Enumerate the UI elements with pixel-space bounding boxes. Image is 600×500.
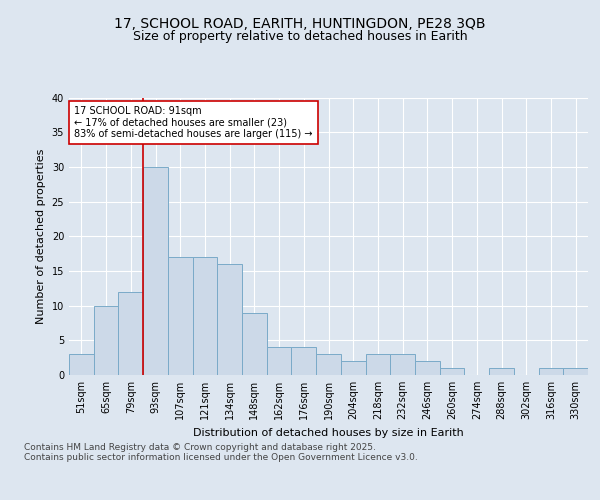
Bar [168, 257, 193, 375]
Text: 17 SCHOOL ROAD: 91sqm
← 17% of detached houses are smaller (23)
83% of semi-deta: 17 SCHOOL ROAD: 91sqm ← 17% of detached … [74, 106, 313, 139]
Bar [242, 312, 267, 375]
Bar [539, 368, 563, 375]
Bar [217, 264, 242, 375]
Text: Contains HM Land Registry data © Crown copyright and database right 2025.
Contai: Contains HM Land Registry data © Crown c… [24, 442, 418, 462]
X-axis label: Distribution of detached houses by size in Earith: Distribution of detached houses by size … [193, 428, 464, 438]
Bar [69, 354, 94, 375]
Bar [316, 354, 341, 375]
Bar [390, 354, 415, 375]
Bar [415, 361, 440, 375]
Bar [292, 347, 316, 375]
Bar [193, 257, 217, 375]
Bar [341, 361, 365, 375]
Text: Size of property relative to detached houses in Earith: Size of property relative to detached ho… [133, 30, 467, 43]
Bar [489, 368, 514, 375]
Bar [365, 354, 390, 375]
Text: 17, SCHOOL ROAD, EARITH, HUNTINGDON, PE28 3QB: 17, SCHOOL ROAD, EARITH, HUNTINGDON, PE2… [114, 18, 486, 32]
Bar [440, 368, 464, 375]
Bar [118, 292, 143, 375]
Bar [563, 368, 588, 375]
Y-axis label: Number of detached properties: Number of detached properties [36, 148, 46, 324]
Bar [143, 167, 168, 375]
Bar [94, 306, 118, 375]
Bar [267, 347, 292, 375]
